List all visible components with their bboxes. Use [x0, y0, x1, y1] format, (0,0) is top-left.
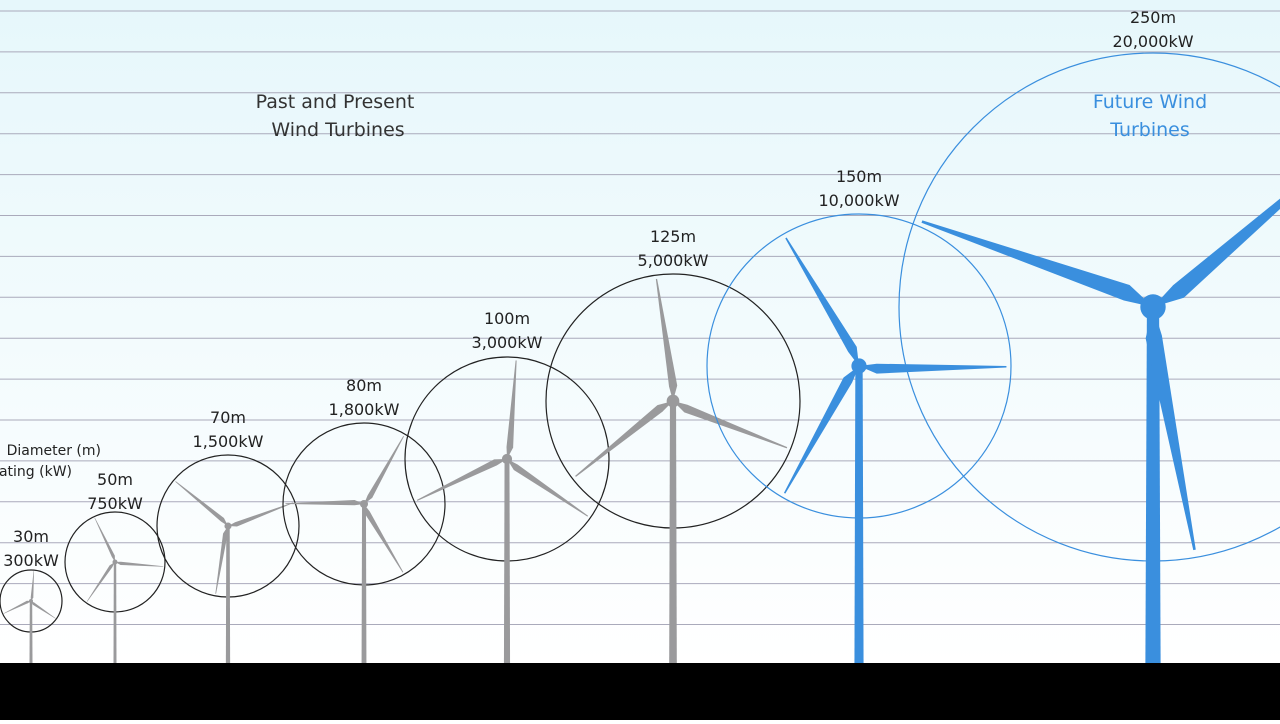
diameter-label: 250m: [1130, 8, 1176, 27]
rating-label: 10,000kW: [818, 191, 899, 210]
title-line: Past and Present: [256, 91, 415, 113]
tower: [669, 401, 677, 663]
blade: [783, 366, 859, 494]
tower: [854, 366, 864, 663]
rating-label: 1,500kW: [193, 432, 264, 451]
blade: [215, 526, 228, 594]
blade: [655, 278, 678, 401]
background: [0, 0, 1280, 663]
tower: [29, 601, 33, 663]
hub: [29, 599, 33, 603]
turbines: [0, 52, 1280, 663]
tower: [503, 459, 511, 663]
hub: [501, 453, 513, 465]
tower: [225, 526, 231, 663]
blade: [86, 562, 115, 602]
blade: [364, 504, 404, 573]
diameter-label: 150m: [836, 167, 882, 186]
diameter-label: 80m: [346, 376, 382, 395]
legend-rating: Rating (kW): [0, 464, 72, 480]
legend-diameter: Diameter (m): [7, 443, 101, 459]
future-title: Future Wind Turbines: [1093, 91, 1207, 141]
bottom-bar: [0, 663, 1280, 720]
rating-label: 1,800kW: [329, 400, 400, 419]
blade: [785, 237, 859, 366]
rating-label: 300kW: [3, 551, 59, 570]
blade: [1153, 198, 1280, 307]
diameter-label: 50m: [97, 470, 133, 489]
blade: [506, 360, 517, 459]
hub: [1140, 294, 1166, 320]
rating-label: 3,000kW: [472, 333, 543, 352]
hub: [851, 358, 867, 374]
tower: [113, 562, 117, 663]
blade: [30, 571, 35, 601]
diameter-label: 70m: [210, 408, 246, 427]
blade: [859, 363, 1007, 374]
blade: [115, 561, 164, 567]
past-title: Past and Present Wind Turbines: [256, 91, 415, 141]
blade: [175, 481, 228, 526]
blade: [3, 600, 31, 614]
blade: [575, 401, 673, 477]
blade: [1145, 307, 1196, 551]
hub: [112, 559, 118, 565]
rating-label: 5,000kW: [638, 251, 709, 270]
grid: [0, 10, 1280, 625]
blade: [507, 459, 589, 517]
tower: [361, 504, 367, 663]
rating-label: 750kW: [87, 494, 143, 513]
diameter-label: 100m: [484, 309, 530, 328]
title-line: Turbines: [1109, 119, 1190, 141]
title-line: Future Wind: [1093, 91, 1207, 113]
blade: [228, 502, 293, 527]
blade: [31, 601, 56, 619]
blade: [673, 401, 788, 449]
legend: Diameter (m) Rating (kW): [0, 443, 101, 480]
turbine-labels: 30m 300kW 50m 750kW 70m 1,500kW 80m 1,800kW 100m…: [3, 8, 1194, 570]
blade: [921, 220, 1153, 307]
diameter-label: 30m: [13, 527, 49, 546]
blade: [416, 459, 507, 501]
rating-label: 20,000kW: [1112, 32, 1193, 51]
blade: [285, 499, 364, 506]
tower: [1145, 307, 1161, 663]
blade: [94, 517, 115, 562]
hub: [359, 499, 369, 509]
hub: [224, 522, 232, 530]
title-line: Wind Turbines: [271, 119, 404, 141]
diameter-label: 125m: [650, 227, 696, 246]
hub: [666, 394, 680, 408]
blade: [364, 435, 404, 504]
